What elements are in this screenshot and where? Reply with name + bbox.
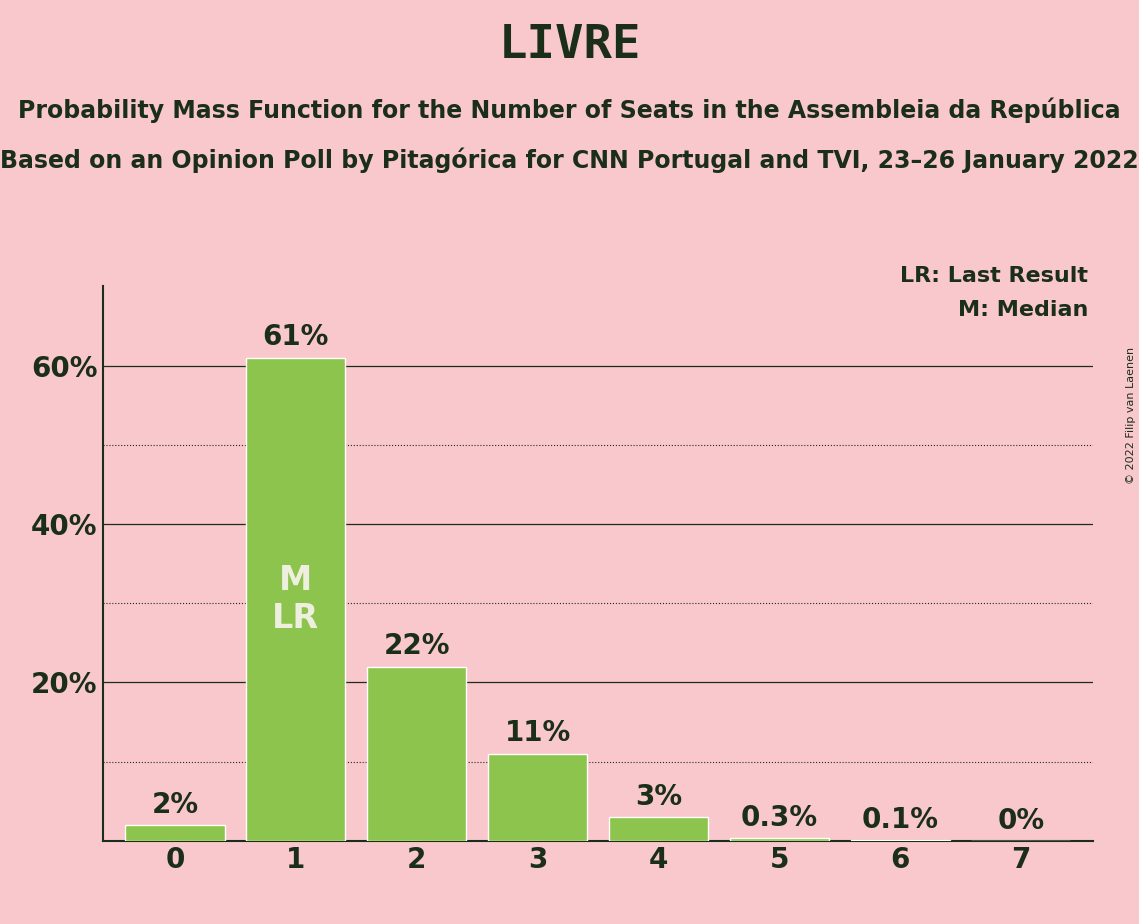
Text: M: Median: M: Median <box>958 299 1089 320</box>
Bar <box>367 666 466 841</box>
Text: 3%: 3% <box>634 783 682 810</box>
Text: Probability Mass Function for the Number of Seats in the Assembleia da República: Probability Mass Function for the Number… <box>18 97 1121 123</box>
Text: LIVRE: LIVRE <box>498 23 641 68</box>
Text: 11%: 11% <box>505 720 571 748</box>
Bar <box>730 838 829 841</box>
Text: M
LR: M LR <box>272 564 319 635</box>
Bar <box>246 358 345 841</box>
Text: © 2022 Filip van Laenen: © 2022 Filip van Laenen <box>1126 347 1136 484</box>
Text: 0.1%: 0.1% <box>861 806 939 833</box>
Bar <box>125 825 224 841</box>
Text: 61%: 61% <box>263 323 329 351</box>
Text: 2%: 2% <box>151 791 198 819</box>
Text: 0%: 0% <box>998 807 1044 834</box>
Text: LR: Last Result: LR: Last Result <box>901 266 1089 286</box>
Text: Based on an Opinion Poll by Pitagórica for CNN Portugal and TVI, 23–26 January 2: Based on an Opinion Poll by Pitagórica f… <box>0 148 1139 174</box>
Bar <box>487 754 587 841</box>
Text: 0.3%: 0.3% <box>740 804 818 833</box>
Text: 22%: 22% <box>384 632 450 661</box>
Bar <box>609 817 708 841</box>
